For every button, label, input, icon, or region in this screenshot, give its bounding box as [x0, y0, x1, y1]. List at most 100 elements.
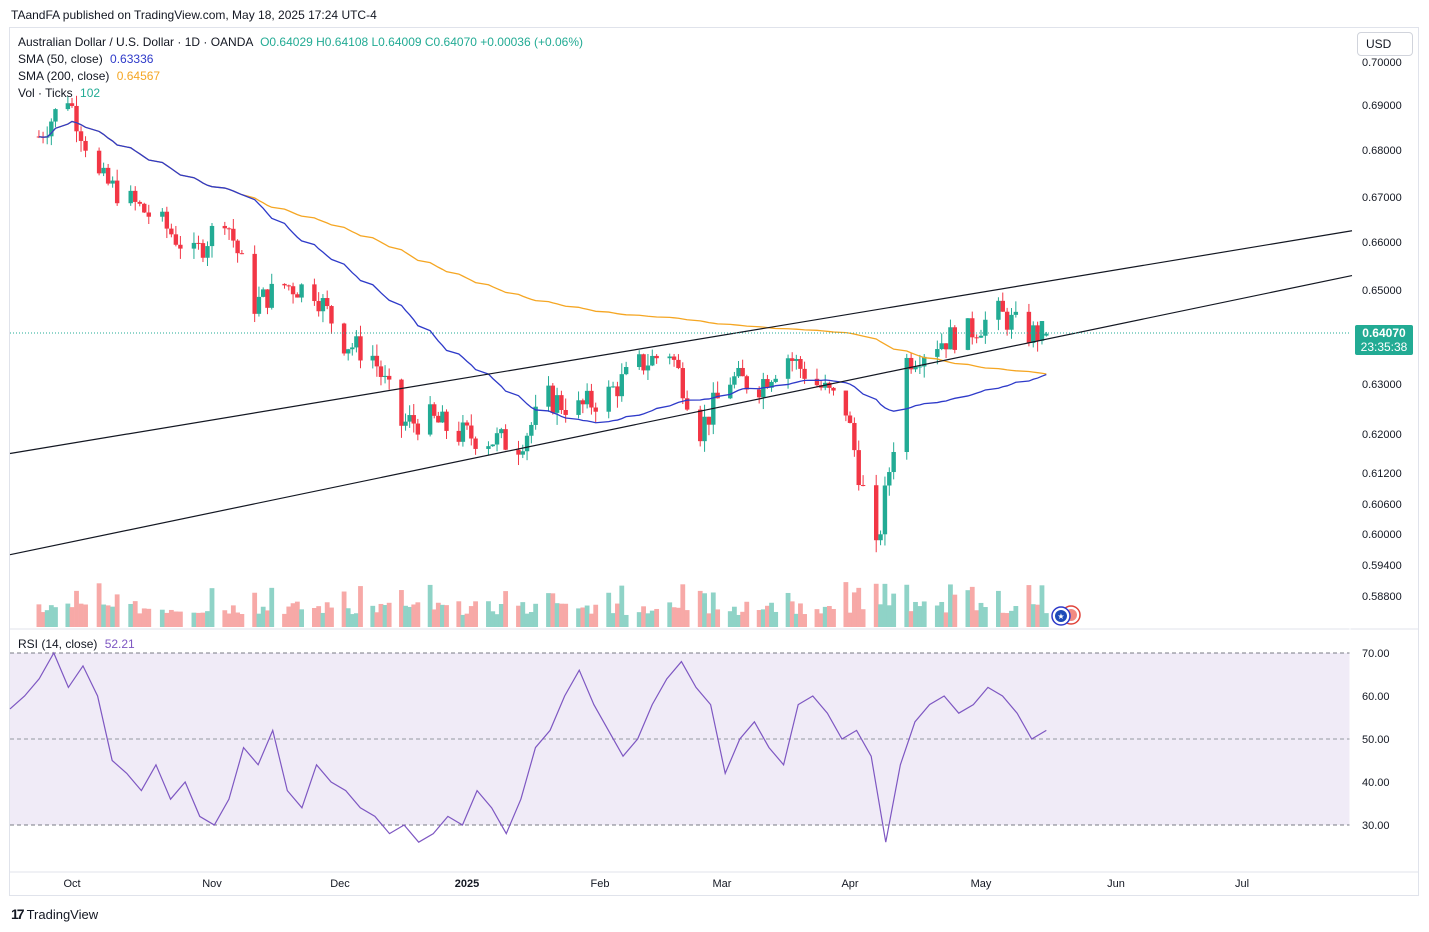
candle-body [728, 384, 733, 399]
candle-body [996, 300, 1001, 320]
volume-bar [904, 584, 910, 627]
legend-sma200[interactable]: SMA (200, close) 0.64567 [18, 69, 160, 83]
price-tick-label: 0.59400 [1362, 560, 1402, 572]
volume-bar [593, 604, 599, 627]
candle-body [222, 225, 227, 229]
candle-body [769, 381, 774, 388]
volume-bar [1030, 604, 1036, 627]
volume-bar [952, 594, 958, 627]
volume-bar [386, 602, 392, 627]
candle-body [499, 429, 504, 434]
volume-bar [44, 610, 50, 627]
candle-body [732, 376, 737, 385]
volume-bar [265, 610, 270, 627]
volume-bar [671, 607, 677, 627]
candle-body [983, 319, 988, 336]
volume-bar [239, 614, 245, 627]
volume-bar [191, 612, 197, 627]
volume-bar [69, 607, 75, 627]
volume-bar [982, 607, 988, 627]
volume-bar [460, 614, 466, 627]
volume-bar [53, 607, 58, 627]
volume-bar [710, 592, 716, 627]
volume-bar [908, 611, 914, 627]
volume-bar [826, 606, 832, 627]
legend-sma50[interactable]: SMA (50, close) 0.63336 [18, 52, 153, 66]
volume-bar [173, 611, 179, 627]
price-tick-label: 0.62000 [1362, 429, 1402, 441]
candle-body [1031, 325, 1036, 343]
legend-rsi[interactable]: RSI (14, close) 52.21 [18, 637, 135, 651]
candle-body [53, 109, 58, 122]
sma50-label: SMA (50, close) [18, 52, 103, 66]
volume-bar [615, 603, 620, 627]
candle-body [554, 395, 560, 413]
candle-body [637, 354, 642, 368]
channel-lower-line[interactable] [9, 275, 1353, 556]
volume-bar [65, 603, 71, 627]
volume-bar [814, 609, 820, 627]
price-axis[interactable]: 0.70000 0.69000 0.68000 0.67000 0.66000 0.650… [1362, 57, 1402, 603]
volume-bar [619, 585, 625, 627]
legend-symbol-row: Australian Dollar / U.S. Dollar · 1D · O… [18, 35, 583, 49]
volume-bar [891, 593, 897, 627]
volume-bar [727, 611, 733, 627]
rsi-label: RSI (14, close) [18, 637, 98, 651]
volume-bar [128, 603, 134, 627]
candle-body [676, 359, 681, 369]
price-tick-label: 0.60600 [1362, 499, 1402, 511]
rsi-value: 52.21 [104, 637, 135, 651]
volume-bar [329, 607, 334, 627]
economic-events-icon[interactable]: ★ [1051, 605, 1081, 626]
time-tick-label: Jun [1107, 878, 1125, 890]
symbol-title[interactable]: Australian Dollar / U.S. Dollar · 1D · O… [18, 35, 253, 49]
candle-body [584, 390, 590, 405]
footer-branding[interactable]: 17 TradingView [11, 906, 98, 922]
volume-bar [110, 606, 116, 627]
volume-bar [934, 605, 940, 627]
candle-body [529, 424, 534, 436]
price-tick-label: 0.66000 [1362, 237, 1402, 249]
volume-bar [341, 591, 347, 627]
volume-bar [589, 613, 594, 627]
price-tick-label: 0.70000 [1362, 57, 1402, 69]
volume-bar [431, 609, 437, 627]
channel-upper-line[interactable] [9, 230, 1353, 455]
volume-bar [324, 602, 330, 627]
candle-body [205, 246, 210, 258]
volume-bar [464, 613, 470, 627]
volume-bar [882, 583, 888, 627]
candle-body [702, 416, 707, 442]
candle-body [891, 452, 896, 473]
volume-bar [1013, 606, 1019, 627]
candle-body [654, 355, 659, 359]
volume-bar [382, 605, 388, 627]
legend-volume[interactable]: Vol · Ticks 102 [18, 86, 100, 100]
currency-button[interactable]: USD [1357, 32, 1413, 56]
volume-bar [576, 608, 581, 627]
volume-bar [939, 601, 945, 627]
candle-body [407, 415, 412, 422]
candle-body [1000, 300, 1005, 312]
volume-bar [269, 587, 275, 627]
candle-body [325, 298, 330, 307]
volume-bar [435, 602, 441, 627]
candle-body [464, 422, 470, 426]
candle-body [265, 289, 270, 308]
candle-body [887, 472, 892, 486]
candle-body [378, 366, 384, 377]
volume-bar [978, 602, 984, 627]
candle-body [341, 323, 347, 354]
price-tick-label: 0.61200 [1362, 468, 1402, 480]
volume-bar [610, 613, 616, 627]
rsi-tick-label: 40.00 [1362, 777, 1390, 789]
time-axis[interactable]: Oct Nov Dec 2025 Feb Mar Apr May Jun Jul [63, 878, 1249, 890]
volume-bar [921, 601, 927, 627]
candle-body [473, 438, 478, 449]
rsi-axis[interactable]: 70.00 60.00 50.00 40.00 30.00 [1362, 648, 1390, 832]
candle-body [550, 385, 556, 413]
bar-countdown: 23:35:38 [1360, 340, 1408, 354]
volume-bar [370, 605, 376, 627]
volume-bar [715, 609, 721, 627]
